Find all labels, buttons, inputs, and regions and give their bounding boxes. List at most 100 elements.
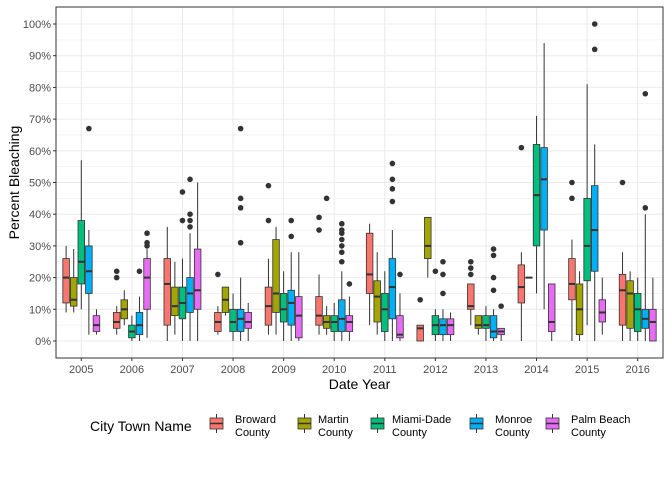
box-monroe-county-2013: [489, 246, 498, 341]
box-monroe-county-2005: [85, 125, 93, 335]
box-body: [626, 280, 634, 329]
box-broward-county-2006: [113, 268, 121, 335]
y-tick-label: 40%: [29, 209, 51, 221]
box-monroe-county-2014: [540, 43, 548, 310]
box-body: [287, 289, 295, 326]
box-body: [338, 299, 346, 332]
box-body: [618, 274, 627, 326]
outlier-point: [187, 217, 193, 224]
x-axis: 2005 2006 2007 2008 2009 2010 2011 2012 2013 2014…: [69, 358, 650, 376]
box-body: [92, 315, 101, 332]
y-tick-label: 30%: [29, 241, 51, 253]
box-plots: [62, 21, 657, 342]
y-tick-label: 10%: [29, 304, 51, 316]
outlier-point: [619, 179, 626, 186]
box-palm-beach-county-2014: [548, 283, 556, 341]
box-body: [424, 216, 432, 259]
outlier-point: [440, 258, 446, 265]
legend-label: Broward County: [235, 414, 276, 439]
legend-item-martin-county: Martin County: [297, 414, 353, 439]
legend-label: Martin County: [318, 414, 353, 439]
legend-title: City Town Name: [90, 418, 192, 434]
outlier-point: [642, 90, 649, 97]
outlier-point: [338, 243, 345, 249]
box-body: [489, 315, 498, 339]
outlier-point: [265, 217, 272, 224]
box-body: [517, 264, 526, 304]
outlier-point: [187, 224, 193, 230]
box-martin-county-2007: [171, 261, 179, 335]
box-miami-dade-county-2006: [128, 315, 136, 341]
box-martin-county-2006: [120, 290, 128, 326]
outlier-point: [498, 303, 504, 309]
box-broward-county-2013: [467, 258, 475, 326]
x-axis-title: Date Year: [329, 376, 391, 392]
box-body: [540, 147, 548, 231]
box-body: [416, 324, 424, 342]
box-broward-county-2016: [618, 179, 627, 341]
box-body: [171, 286, 179, 317]
box-body: [373, 280, 381, 323]
outlier-point: [432, 268, 439, 275]
box-palm-beach-county-2016: [649, 277, 657, 342]
box-martin-county-2005: [70, 249, 78, 313]
box-martin-county-2012: [424, 216, 432, 278]
outlier-point: [642, 205, 649, 211]
box-body: [649, 308, 657, 342]
outlier-point: [113, 268, 120, 275]
outlier-point: [136, 268, 143, 275]
outlier-point: [215, 271, 221, 278]
legend-label-line: Martin: [318, 414, 349, 426]
outlier-point: [187, 176, 193, 183]
box-martin-county-2015: [575, 271, 584, 341]
box-body: [396, 315, 404, 339]
outlier-point: [467, 258, 474, 265]
box-martin-county-2010: [322, 195, 331, 335]
outlier-point: [389, 198, 396, 205]
outlier-point: [288, 217, 295, 224]
y-tick-label: 70%: [29, 114, 51, 126]
outlier-point: [591, 21, 598, 27]
legend-label-line: County: [392, 427, 427, 439]
legend-item-miami-dade-county: Miami-Dade County: [370, 414, 451, 439]
box-monroe-county-2016: [641, 90, 649, 341]
box-broward-county-2009: [264, 182, 273, 335]
x-tick-label: 2014: [524, 364, 548, 376]
box-body: [62, 258, 70, 304]
outlier-point: [346, 281, 353, 287]
box-broward-county-2005: [62, 245, 70, 313]
box-miami-dade-county-2005: [77, 160, 85, 310]
x-tick-label: 2011: [373, 364, 397, 376]
box-body: [548, 283, 556, 332]
outlier-point: [389, 160, 396, 167]
legend-label-line: Palm Beach: [571, 414, 630, 426]
outlier-point: [569, 195, 575, 202]
box-body: [279, 293, 288, 323]
legend-label: Miami-Dade County: [392, 414, 451, 439]
box-martin-county-2008: [221, 286, 230, 316]
outlier-point: [467, 271, 474, 278]
box-body: [295, 296, 303, 339]
outlier-point: [338, 258, 345, 265]
outlier-point: [338, 227, 345, 233]
box-broward-county-2012: [416, 296, 424, 342]
box-body: [163, 258, 171, 326]
legend-label-line: County: [318, 427, 353, 439]
x-tick-label: 2013: [474, 364, 498, 376]
outlier-point: [490, 287, 497, 294]
box-body: [236, 308, 245, 332]
box-body: [482, 315, 490, 329]
outlier-point: [237, 195, 244, 202]
box-body: [85, 245, 93, 294]
y-tick-label: 90%: [29, 51, 51, 63]
box-palm-beach-county-2006: [143, 230, 151, 338]
x-tick-label: 2012: [423, 364, 447, 376]
legend-item-monroe-county: Monroe County: [469, 414, 532, 439]
legend-label-line: County: [571, 427, 606, 439]
box-miami-dade-county-2014: [532, 115, 541, 294]
legend-label: Palm Beach County: [571, 414, 630, 439]
x-tick-label: 2009: [271, 364, 295, 376]
box-body: [381, 293, 389, 332]
box-monroe-county-2010: [338, 220, 346, 341]
